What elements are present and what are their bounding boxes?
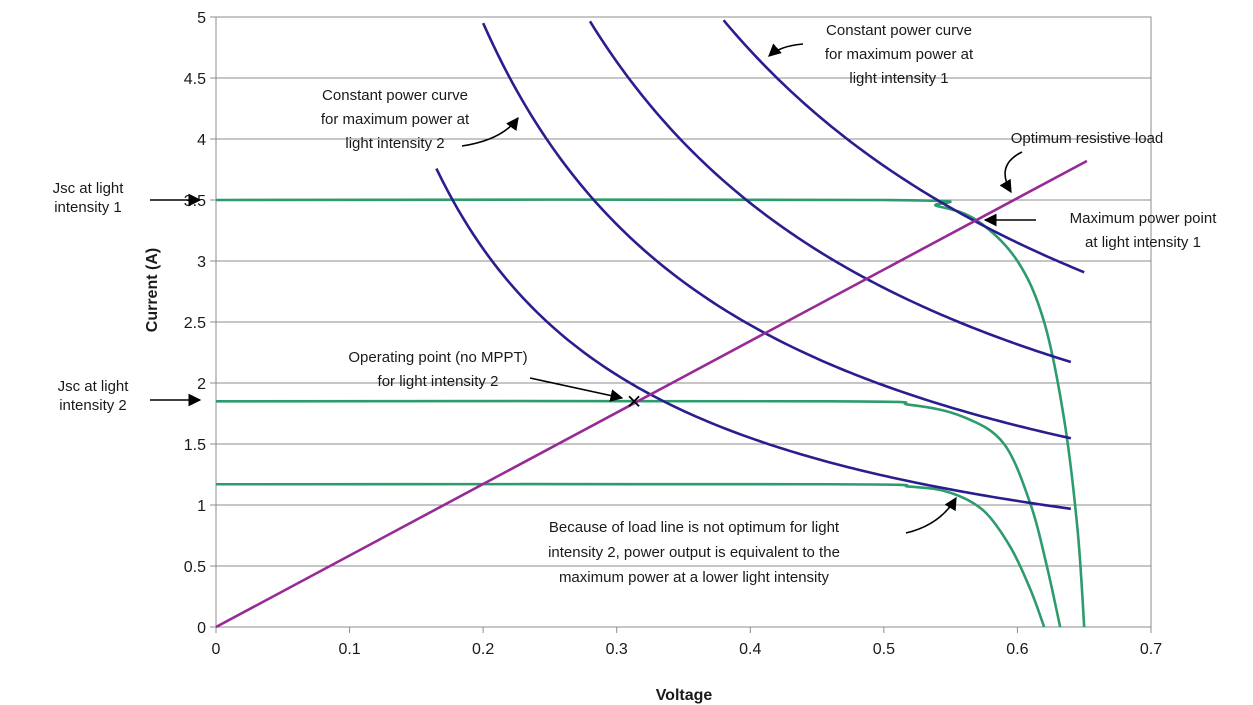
mpp-line1: Maximum power point	[1070, 210, 1218, 227]
iv-curves	[215, 198, 1086, 628]
y-tick-label: 2.5	[184, 315, 206, 332]
y-tick-label: 1.5	[184, 437, 206, 454]
y-tick-label: 3	[197, 254, 206, 271]
x-axis-title: Voltage	[656, 687, 713, 704]
because-line1: Because of load line is not optimum for …	[549, 519, 840, 536]
annotation-op: Operating point (no MPPT) for light inten…	[348, 349, 624, 402]
power-curves	[435, 19, 1085, 511]
y-tick-label: 4.5	[184, 71, 206, 88]
jsc1-line2: intensity 1	[54, 199, 122, 216]
load-arrow	[999, 151, 1023, 194]
cp2-line2: for maximum power at	[321, 111, 470, 128]
x-tick-label: 0.2	[472, 641, 494, 658]
y-tick-label: 3.5	[184, 193, 206, 210]
x-tick-labels: 0 0.1 0.2 0.3 0.4 0.5 0.6 0.7	[212, 641, 1163, 658]
x-tick-label: 0.7	[1140, 641, 1162, 658]
power-curve-4	[435, 168, 1072, 511]
y-tick-label: 4	[197, 132, 206, 149]
x-tick-label: 0	[212, 641, 221, 658]
operating-point-marker	[628, 395, 640, 407]
x-tick-label: 0.6	[1006, 641, 1028, 658]
y-tick-label: 0.5	[184, 559, 206, 576]
jsc1-line1: Jsc at light	[53, 180, 125, 197]
y-axis-title: Current (A)	[144, 248, 161, 332]
svg-text:Because of load line is not op: Because of load line is not optimum for …	[548, 519, 840, 586]
because-line2: intensity 2, power output is equivalent …	[548, 544, 840, 561]
annotation-mpp: Maximum power point at light intensity 1	[983, 210, 1218, 251]
op-arrow	[529, 377, 624, 402]
annotation-cp2: Constant power curve for maximum power at…	[321, 87, 519, 152]
x-tick-label: 0.5	[873, 641, 895, 658]
x-tick-label: 0.1	[338, 641, 360, 658]
cp2-arrow	[461, 116, 519, 147]
cp1-line3: light intensity 1	[849, 70, 948, 87]
load-line	[215, 159, 1088, 629]
because-arrow	[905, 496, 957, 534]
power-curve-3	[481, 22, 1072, 440]
annotation-jsc2: Jsc at light intensity 2	[58, 378, 202, 414]
x-tick-label: 0.3	[606, 641, 628, 658]
op-line1: Operating point (no MPPT)	[348, 349, 527, 366]
cp2-line3: light intensity 2	[345, 135, 444, 152]
plot-frame	[215, 16, 1152, 628]
because-line3: maximum power at a lower light intensity	[559, 569, 830, 586]
cp1-line1: Constant power curve	[826, 22, 972, 39]
power-curve-2	[588, 20, 1072, 364]
y-tick-label: 0	[197, 620, 206, 637]
load-label: Optimum resistive load	[1011, 130, 1164, 147]
svg-text:Operating point (no MPPT)for l: Operating point (no MPPT) for light inten…	[348, 349, 527, 390]
x-tick-label: 0.4	[739, 641, 761, 658]
mpp-line2: at light intensity 1	[1085, 234, 1201, 251]
annotation-because: Because of load line is not optimum for …	[548, 496, 957, 586]
y-tick-labels: 0 0.5 1 1.5 2 2.5 3 3.5 4 4.5 5	[184, 10, 206, 637]
cp2-line1: Constant power curve	[322, 87, 468, 104]
jsc2-line1: Jsc at light	[58, 378, 130, 395]
y-tick-label: 2	[197, 376, 206, 393]
jsc2-line2: intensity 2	[59, 397, 127, 414]
grid-lines	[210, 16, 1152, 633]
load-line-group	[215, 159, 1088, 629]
annotation-load: Optimum resistive load	[999, 130, 1164, 194]
annotation-jsc1: Jsc at light intensity 1	[53, 180, 202, 216]
y-tick-label: 5	[197, 10, 206, 27]
op-marker-stroke-b	[628, 395, 640, 407]
cp1-arrow	[768, 43, 804, 57]
iv-curve-3	[215, 482, 1046, 628]
power-curve-1	[722, 19, 1085, 274]
y-tick-label: 1	[197, 498, 206, 515]
cp1-line2: for maximum power at	[825, 46, 974, 63]
op-line2: for light intensity 2	[378, 373, 499, 390]
annotation-cp1: Constant power curve for maximum power at…	[768, 22, 974, 87]
iv-curve-2	[215, 399, 1062, 628]
